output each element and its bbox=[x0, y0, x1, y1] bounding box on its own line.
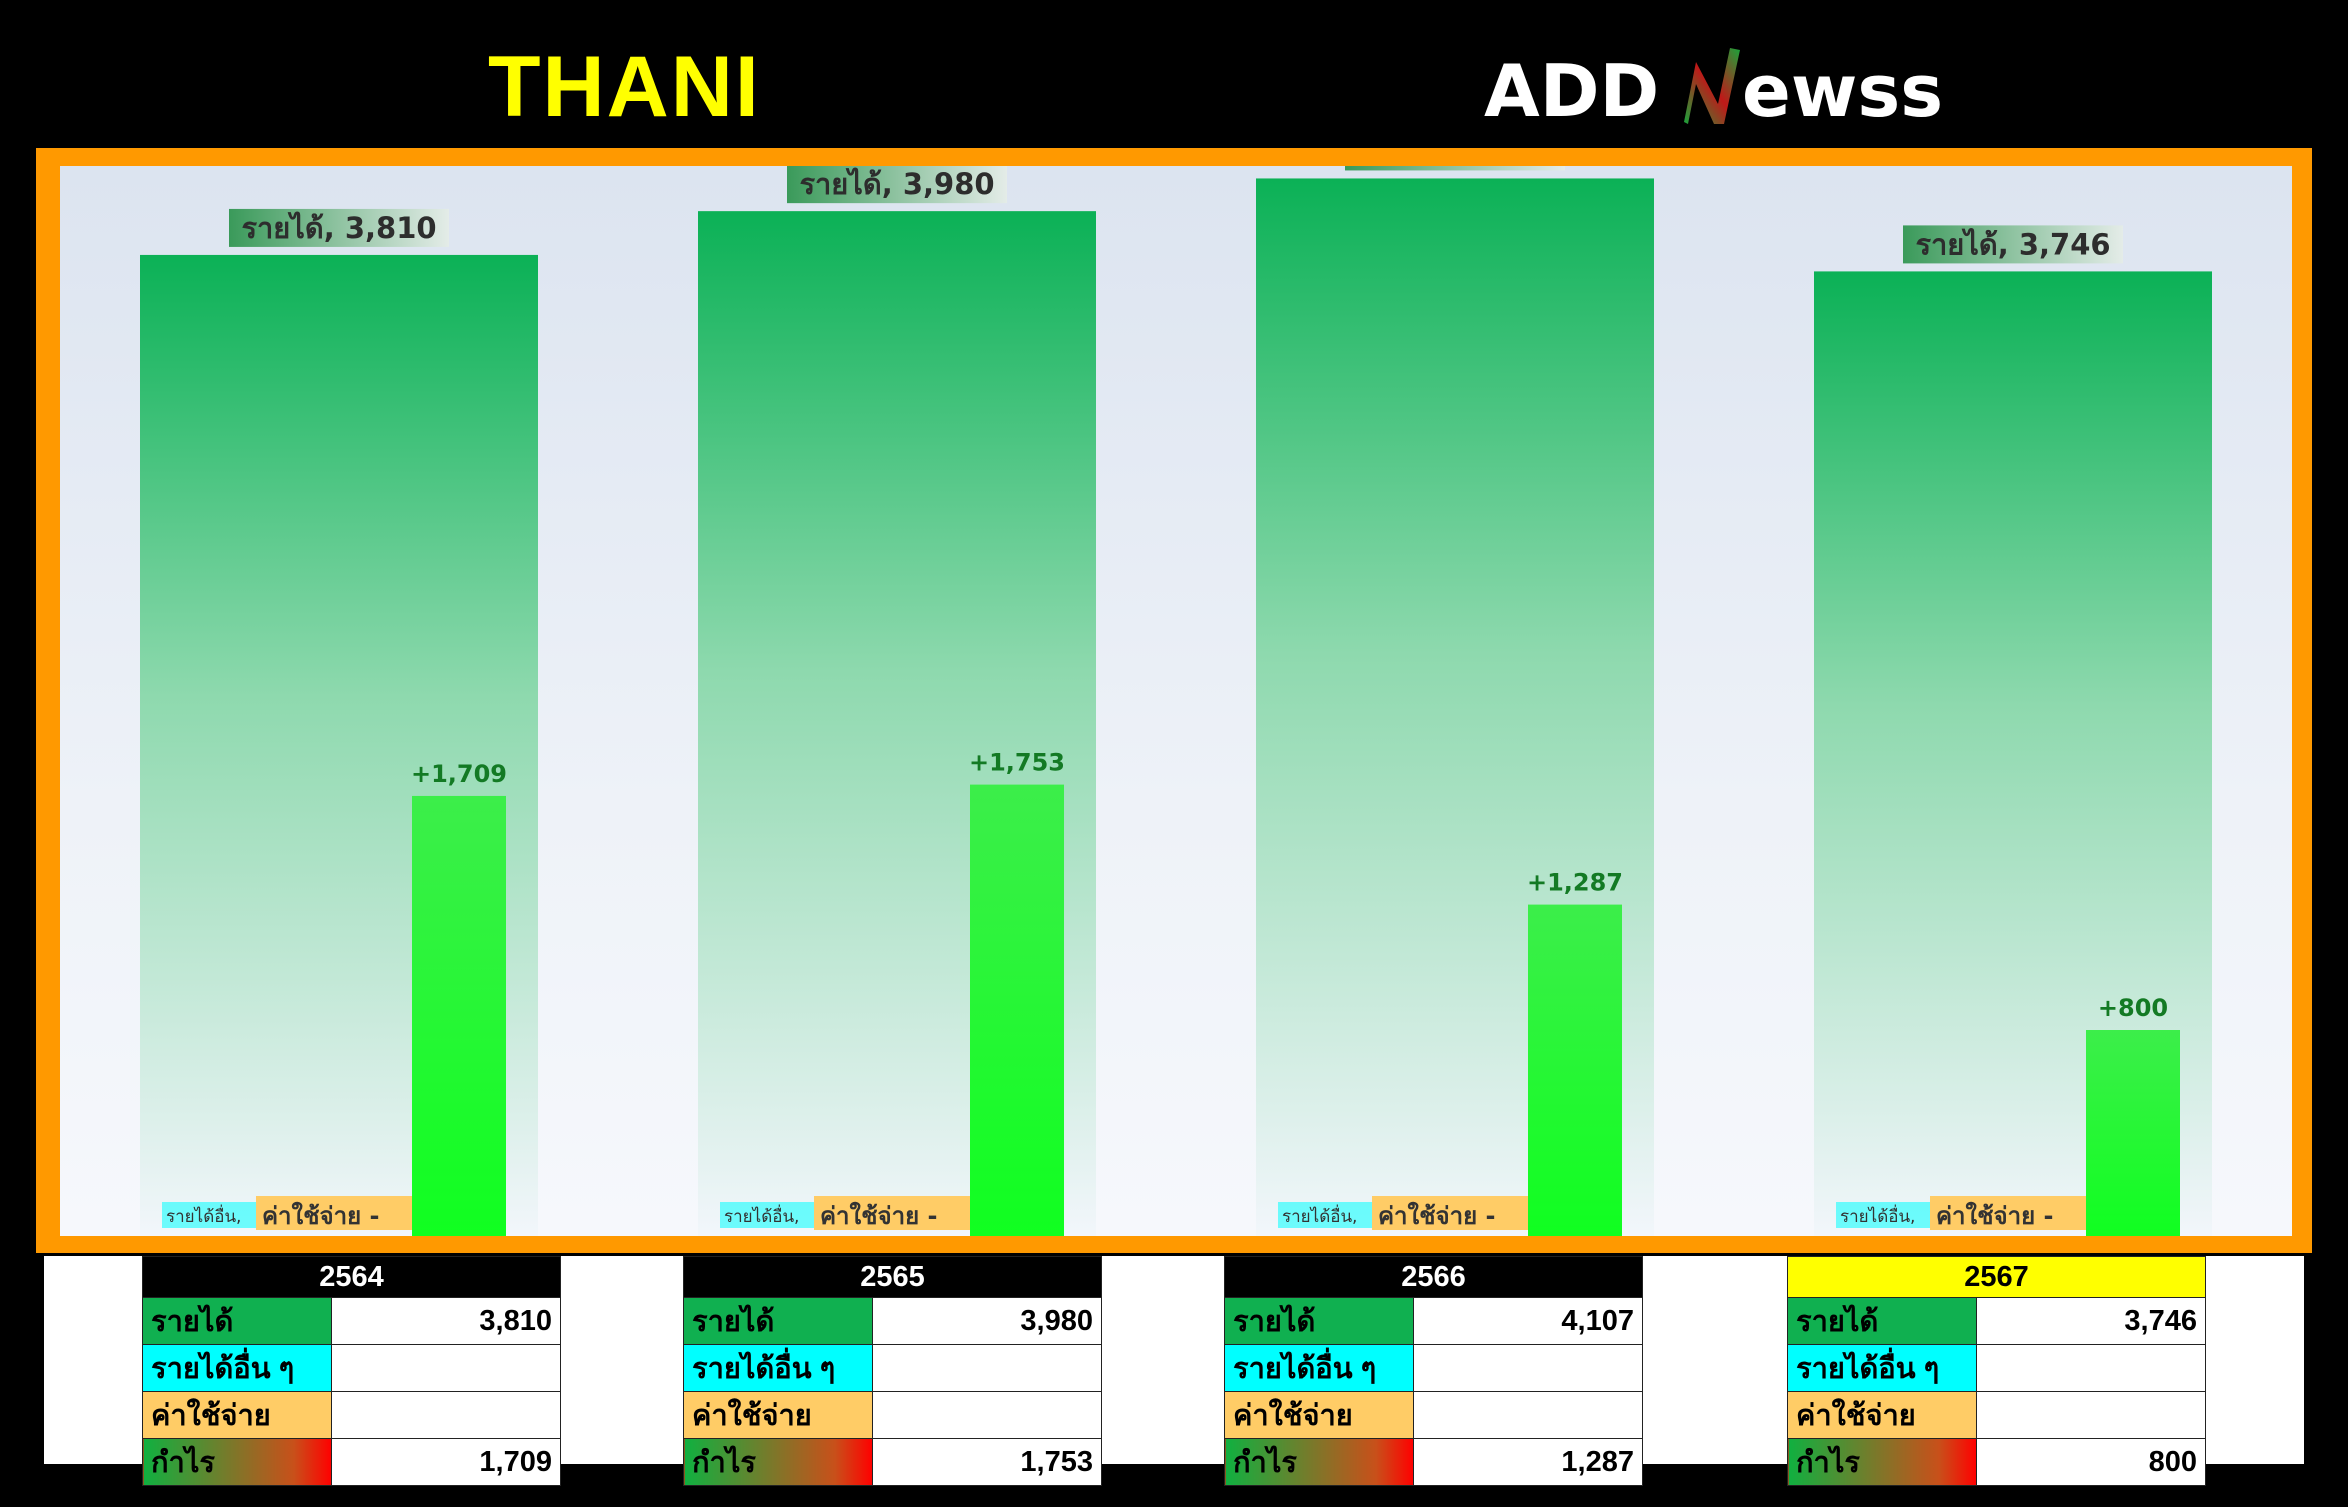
profit-bar bbox=[1528, 904, 1622, 1236]
table-row-value bbox=[872, 1344, 1102, 1392]
table-row-value: 1,753 bbox=[872, 1438, 1102, 1486]
table-row-value: 800 bbox=[1976, 1438, 2206, 1486]
other-income-label-bg bbox=[1836, 1202, 1932, 1228]
table-row-label: รายได้ bbox=[683, 1297, 873, 1345]
svg-text:ewss: ewss bbox=[1742, 49, 1943, 133]
table-row-label: กำไร bbox=[1787, 1438, 1977, 1486]
expense-label-bg bbox=[1930, 1196, 2086, 1230]
other-income-label-bg bbox=[1278, 1202, 1374, 1228]
table-row-value: 3,810 bbox=[331, 1297, 561, 1345]
table-row-label: ค่าใช้จ่าย bbox=[142, 1391, 332, 1439]
table-row-label: กำไร bbox=[142, 1438, 332, 1486]
table-row: กำไร 800 bbox=[1787, 1438, 2206, 1486]
table-year-header: 2565 bbox=[683, 1256, 1102, 1298]
table-year-header: 2564 bbox=[142, 1256, 561, 1298]
table-row: กำไร 1,287 bbox=[1224, 1438, 1643, 1486]
table-row: รายได้ 4,107 bbox=[1224, 1297, 1643, 1345]
table-row-label: กำไร bbox=[683, 1438, 873, 1486]
revenue-label-bg bbox=[1903, 225, 2123, 264]
svg-text:ADD: ADD bbox=[1484, 49, 1659, 133]
table-row-label: กำไร bbox=[1224, 1438, 1414, 1486]
revenue-label-bg bbox=[787, 166, 1007, 204]
table-row-value: 4,107 bbox=[1413, 1297, 1643, 1345]
table-row-value: 3,746 bbox=[1976, 1297, 2206, 1345]
table-row-label: ค่าใช้จ่าย bbox=[1224, 1391, 1414, 1439]
other-income-label-bg bbox=[162, 1202, 258, 1228]
summary-table-2566: 2566 รายได้ 4,107 รายได้อื่น ๆค่าใช้จ่าย กำไ… bbox=[1224, 1256, 1643, 1486]
table-row-label: ค่าใช้จ่าย bbox=[1787, 1391, 1977, 1439]
expense-data-label: ค่าใช้จ่าย - bbox=[1378, 1201, 1495, 1230]
expense-label-bg bbox=[256, 1196, 412, 1230]
table-year-header: 2566 bbox=[1224, 1256, 1643, 1298]
revenue-data-label: รายได้, 3,980 bbox=[799, 167, 994, 201]
table-row-label: รายได้ bbox=[1224, 1297, 1414, 1345]
table-row: รายได้ 3,980 bbox=[683, 1297, 1102, 1345]
summary-table-2567: 2567 รายได้ 3,746 รายได้อื่น ๆค่าใช้จ่าย กำไ… bbox=[1787, 1256, 2206, 1486]
profit-data-label: +1,753 bbox=[969, 749, 1065, 777]
revenue-data-label: รายได้, 4,107 bbox=[1357, 166, 1552, 168]
table-row: กำไร 1,753 bbox=[683, 1438, 1102, 1486]
revenue-profit-chart: รายได้, 3,810 +1,709 รายได้อื่น, ค่าใช้จ่าย… bbox=[140, 166, 2212, 1236]
table-row: รายได้อื่น ๆ bbox=[1224, 1344, 1643, 1392]
table-row-label: รายได้ bbox=[1787, 1297, 1977, 1345]
other-income-data-label: รายได้อื่น, bbox=[724, 1204, 799, 1227]
table-row-label: รายได้อื่น ๆ bbox=[142, 1344, 332, 1392]
table-row: รายได้ 3,810 bbox=[142, 1297, 561, 1345]
summary-table-2564: 2564 รายได้ 3,810 รายได้อื่น ๆค่าใช้จ่าย กำไ… bbox=[142, 1256, 561, 1486]
profit-bar bbox=[412, 795, 506, 1236]
revenue-data-label: รายได้, 3,810 bbox=[241, 211, 436, 245]
table-row-label: รายได้อื่น ๆ bbox=[683, 1344, 873, 1392]
profit-data-label: +1,287 bbox=[1527, 869, 1623, 897]
table-row-value bbox=[1976, 1344, 2206, 1392]
table-row: รายได้อื่น ๆ bbox=[1787, 1344, 2206, 1392]
revenue-data-label: รายได้, 3,746 bbox=[1915, 227, 2110, 261]
table-row: รายได้ 3,746 bbox=[1787, 1297, 2206, 1345]
table-row: รายได้อื่น ๆ bbox=[142, 1344, 561, 1392]
profit-data-label: +800 bbox=[2098, 994, 2168, 1022]
table-row: ค่าใช้จ่าย bbox=[1787, 1391, 2206, 1439]
expense-data-label: ค่าใช้จ่าย - bbox=[820, 1201, 937, 1230]
expense-label-bg bbox=[814, 1196, 970, 1230]
table-row-value: 3,980 bbox=[872, 1297, 1102, 1345]
expense-data-label: ค่าใช้จ่าย - bbox=[1936, 1201, 2053, 1230]
table-row-value: 1,709 bbox=[331, 1438, 561, 1486]
table-row-value bbox=[1413, 1344, 1643, 1392]
table-row-value bbox=[1413, 1391, 1643, 1439]
table-row: ค่าใช้จ่าย bbox=[1224, 1391, 1643, 1439]
table-row-value bbox=[872, 1391, 1102, 1439]
other-income-label-bg bbox=[720, 1202, 816, 1228]
revenue-label-bg bbox=[229, 208, 449, 247]
table-row-value bbox=[331, 1344, 561, 1392]
table-row-value: 1,287 bbox=[1413, 1438, 1643, 1486]
chart-plot-area: รายได้, 3,810 +1,709 รายได้อื่น, ค่าใช้จ่าย… bbox=[60, 166, 2292, 1236]
table-row-label: รายได้อื่น ๆ bbox=[1787, 1344, 1977, 1392]
table-row: ค่าใช้จ่าย bbox=[142, 1391, 561, 1439]
other-income-data-label: รายได้อื่น, bbox=[166, 1204, 241, 1227]
page-title: THANI bbox=[488, 39, 761, 135]
table-row-label: รายได้ bbox=[142, 1297, 332, 1345]
table-row-label: ค่าใช้จ่าย bbox=[683, 1391, 873, 1439]
table-row: กำไร 1,709 bbox=[142, 1438, 561, 1486]
expense-data-label: ค่าใช้จ่าย - bbox=[262, 1201, 379, 1230]
profit-bar bbox=[2086, 1030, 2180, 1236]
table-row-value bbox=[331, 1391, 561, 1439]
other-income-data-label: รายได้อื่น, bbox=[1282, 1204, 1357, 1227]
table-row-label: รายได้อื่น ๆ bbox=[1224, 1344, 1414, 1392]
addnewss-logo: ADD ewss bbox=[1484, 48, 1943, 133]
table-year-header: 2567 bbox=[1787, 1256, 2206, 1298]
other-income-data-label: รายได้อื่น, bbox=[1840, 1204, 1915, 1227]
table-row: รายได้อื่น ๆ bbox=[683, 1344, 1102, 1392]
revenue-label-bg bbox=[1345, 166, 1565, 171]
expense-label-bg bbox=[1372, 1196, 1528, 1230]
table-row: ค่าใช้จ่าย bbox=[683, 1391, 1102, 1439]
summary-table-2565: 2565 รายได้ 3,980 รายได้อื่น ๆค่าใช้จ่าย กำไ… bbox=[683, 1256, 1102, 1486]
profit-data-label: +1,709 bbox=[411, 760, 507, 788]
profit-bar bbox=[970, 784, 1064, 1236]
table-row-value bbox=[1976, 1391, 2206, 1439]
